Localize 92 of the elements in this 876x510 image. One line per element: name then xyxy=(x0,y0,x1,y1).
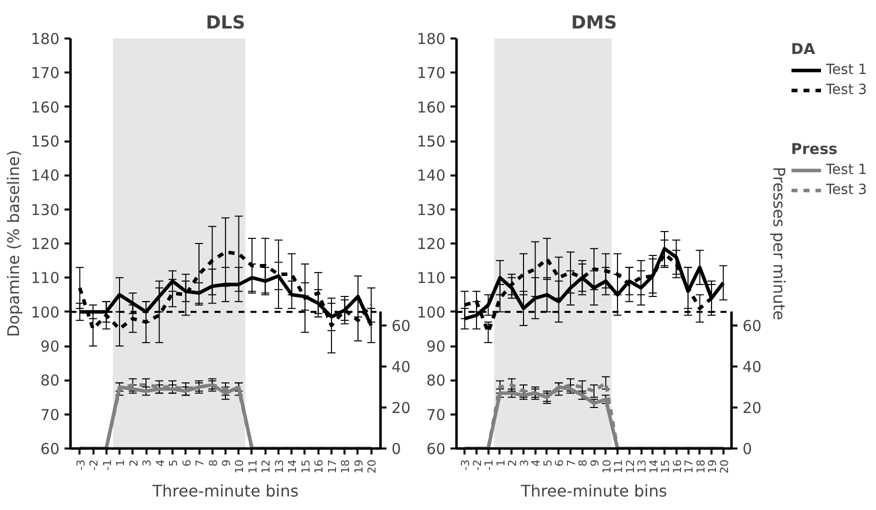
y-axis-title: Dopamine (% baseline) xyxy=(4,150,23,337)
x-tick-label: 18 xyxy=(339,459,352,474)
x-tick-label: 1 xyxy=(494,460,508,466)
x-tick-label: 15 xyxy=(299,459,312,474)
chart-title: DMS xyxy=(571,12,617,34)
y-tick-label: 130 xyxy=(30,200,60,219)
x-tick-label: 11 xyxy=(612,459,626,474)
x-tick-label: 14 xyxy=(647,459,660,474)
y2-tick-label: 20 xyxy=(392,399,411,417)
x-tick-label: 9 xyxy=(588,460,602,466)
x-tick-label: 17 xyxy=(682,459,696,474)
x-tick-label: 13 xyxy=(272,459,286,474)
x-tick-label: -2 xyxy=(470,460,484,470)
y2-tick-label: 20 xyxy=(742,399,762,417)
x-tick-label: 12 xyxy=(624,459,637,474)
y2-tick-label: 40 xyxy=(742,358,762,376)
x-tick-label: 14 xyxy=(286,459,300,474)
x-tick-label: 10 xyxy=(233,459,246,474)
y-tick-label: 120 xyxy=(416,235,446,253)
x-tick-label: 12 xyxy=(260,459,273,474)
y-tick-label: 130 xyxy=(416,200,446,219)
x-tick-label: 6 xyxy=(180,460,194,466)
y-tick-label: 100 xyxy=(416,303,446,322)
y-tick-label: 140 xyxy=(416,166,446,185)
y-tick-label: 180 xyxy=(416,30,446,48)
x-axis-title: Three-minute bins xyxy=(151,481,299,500)
legend-label: Test 1 xyxy=(826,162,867,178)
x-tick-label: 16 xyxy=(670,459,684,474)
x-tick-label: 18 xyxy=(694,459,708,474)
x-tick-label: 9 xyxy=(220,460,233,466)
x-tick-label: -1 xyxy=(100,460,114,470)
x-tick-label: 17 xyxy=(326,459,339,474)
x-tick-label: 3 xyxy=(518,460,531,466)
x-tick-label: 3 xyxy=(140,460,154,466)
y-tick-label: 170 xyxy=(30,64,60,82)
x-tick-label: 20 xyxy=(718,459,731,474)
x-tick-label: -3 xyxy=(74,460,88,470)
x-tick-label: 5 xyxy=(167,460,180,466)
legend-label: Test 1 xyxy=(826,62,867,78)
x-tick-label: -2 xyxy=(88,460,101,470)
y-tick-label: 110 xyxy=(416,269,446,288)
y-tick-label: 60 xyxy=(426,440,446,458)
y-tick-label: 70 xyxy=(426,406,446,424)
y2-axis-title: Presses per minute xyxy=(770,166,789,320)
y-tick-label: 70 xyxy=(40,406,60,424)
y-tick-label: 90 xyxy=(426,338,446,356)
x-tick-label: -1 xyxy=(482,460,496,470)
y-tick-label: 120 xyxy=(30,235,60,253)
x-axis-title: Three-minute bins xyxy=(520,481,668,500)
x-tick-label: 2 xyxy=(506,460,520,466)
y2-tick-label: 40 xyxy=(392,358,411,376)
x-tick-label: 13 xyxy=(636,459,649,474)
y-tick-label: 180 xyxy=(30,30,60,48)
x-tick-label: 19 xyxy=(352,459,366,474)
legend-label: Test 3 xyxy=(826,182,867,198)
chart-title: DLS xyxy=(206,12,246,34)
x-tick-label: 15 xyxy=(659,459,672,474)
x-tick-label: 7 xyxy=(194,460,207,466)
y2-tick-label: 60 xyxy=(742,317,762,335)
y-tick-label: 80 xyxy=(426,372,446,390)
y2-tick-label: 60 xyxy=(392,317,411,335)
legend-label: Test 3 xyxy=(826,82,867,98)
y-tick-label: 150 xyxy=(416,132,446,150)
x-tick-label: 4 xyxy=(154,460,167,466)
y-tick-label: 60 xyxy=(40,440,60,458)
text: Press xyxy=(791,140,838,158)
y-tick-label: 170 xyxy=(416,64,446,82)
x-tick-label: 20 xyxy=(366,459,379,474)
legend-title: DA xyxy=(791,40,816,58)
y-tick-label: 160 xyxy=(30,98,60,116)
y-tick-label: 160 xyxy=(416,98,446,116)
y-tick-label: 80 xyxy=(40,372,60,390)
x-tick-label: 6 xyxy=(553,460,566,466)
y-tick-label: 110 xyxy=(30,269,60,288)
y-tick-label: 150 xyxy=(30,132,60,150)
x-tick-label: 2 xyxy=(127,460,140,466)
x-tick-label: 1 xyxy=(114,460,128,466)
x-tick-label: 7 xyxy=(564,460,578,466)
x-tick-label: 5 xyxy=(541,460,554,466)
x-tick-label: 16 xyxy=(312,459,326,474)
y-tick-label: 90 xyxy=(40,338,60,356)
x-tick-label: 4 xyxy=(530,460,543,466)
y2-tick-label: 0 xyxy=(742,440,752,458)
y-tick-label: 140 xyxy=(30,166,60,185)
y-tick-label: 100 xyxy=(30,303,60,322)
x-tick-label: 8 xyxy=(576,460,590,466)
x-tick-label: 11 xyxy=(246,459,260,474)
x-tick-label: 19 xyxy=(706,459,720,474)
x-tick-label: -3 xyxy=(459,460,472,470)
x-tick-label: 8 xyxy=(206,460,220,466)
x-tick-label: 10 xyxy=(600,459,614,474)
y2-tick-label: 0 xyxy=(392,440,402,458)
